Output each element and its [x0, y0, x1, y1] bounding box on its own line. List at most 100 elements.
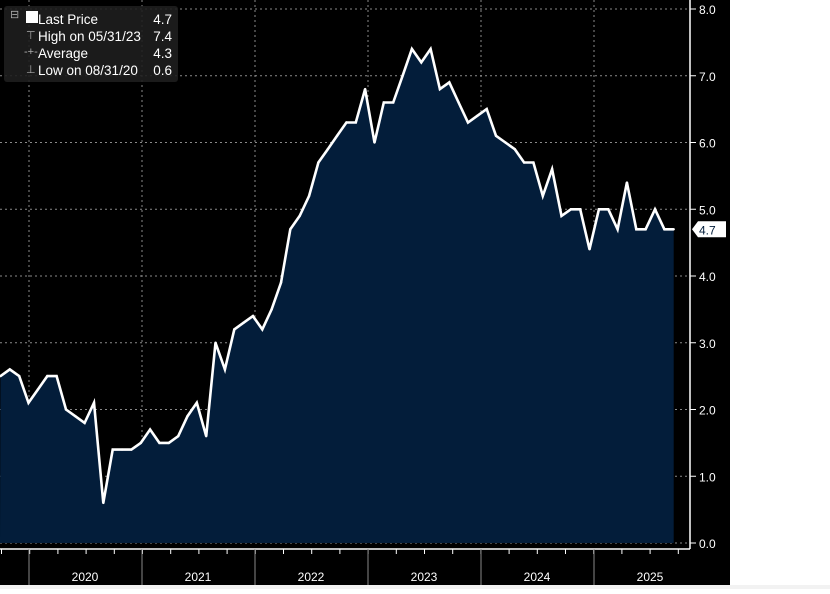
data-point	[607, 208, 610, 211]
x-tick-label: 2021	[185, 570, 212, 584]
last-value-tag: 4.7	[692, 221, 726, 238]
y-tick-label: 1.0	[699, 470, 716, 484]
y-tick-label: 8.0	[699, 3, 716, 17]
data-point	[214, 341, 217, 344]
data-point	[18, 374, 21, 378]
data-point	[354, 121, 357, 124]
data-point	[448, 81, 451, 84]
data-point	[205, 435, 208, 438]
data-point	[102, 501, 105, 505]
data-point	[494, 134, 498, 138]
data-point	[261, 328, 264, 331]
data-point	[504, 141, 507, 144]
data-point	[176, 435, 180, 438]
legend-value: 7.4	[153, 29, 172, 44]
data-point	[438, 87, 442, 91]
legend-label: High on 05/31/23	[38, 29, 141, 44]
data-point	[111, 448, 114, 451]
data-point	[326, 147, 329, 151]
data-point	[74, 414, 77, 418]
x-tick-label: 2022	[298, 570, 325, 584]
legend-value: 0.6	[153, 63, 172, 78]
chart-area: 0.0 1.0 2.0 3.0 4.0 5.0 6.0 7.0 8.0 2020 2021 2022…	[0, 0, 730, 589]
data-point	[522, 161, 526, 164]
legend-value: 4.3	[153, 46, 172, 61]
data-point	[46, 374, 49, 378]
data-point	[27, 401, 30, 405]
legend-value: 4.7	[153, 12, 172, 27]
data-point	[382, 101, 386, 104]
data-point	[466, 121, 470, 124]
data-point	[298, 214, 301, 218]
data-point	[476, 114, 479, 118]
data-point	[83, 421, 86, 425]
legend: ⊟ Last Price 4.7 ⊤ High on 05/31/23 7.4 …	[4, 6, 178, 82]
legend-last-price: Last Price 4.7	[38, 12, 176, 29]
average-marker-icon: -+-	[24, 46, 38, 58]
legend-average: Average 4.3	[38, 46, 176, 63]
x-tick-label: 2025	[637, 570, 664, 584]
y-tick-label: 3.0	[699, 337, 716, 351]
data-point	[429, 47, 432, 51]
data-point	[335, 134, 339, 138]
collapse-icon[interactable]: ⊟	[10, 9, 20, 21]
data-point	[401, 74, 404, 77]
data-point	[625, 181, 629, 184]
y-tick-label: 4.0	[699, 270, 716, 284]
data-point	[186, 414, 189, 418]
data-point	[373, 141, 376, 144]
data-point	[653, 208, 657, 211]
y-axis: 0.0 1.0 2.0 3.0 4.0 5.0 6.0 7.0 8.0	[689, 0, 716, 551]
data-point	[233, 328, 236, 331]
legend-label: Average	[38, 46, 89, 61]
data-point	[513, 147, 516, 151]
data-point	[569, 208, 573, 211]
data-point	[270, 308, 273, 311]
x-tick-label: 2024	[524, 570, 551, 584]
data-point	[392, 101, 395, 104]
last-value-label: 4.7	[699, 223, 716, 237]
data-point	[363, 87, 367, 91]
last-value-tag-bg	[692, 221, 726, 238]
data-point	[597, 208, 601, 211]
data-point	[560, 214, 563, 218]
data-point	[223, 368, 227, 371]
data-points	[0, 47, 675, 505]
data-point	[130, 448, 133, 451]
data-point	[8, 368, 12, 371]
data-point	[485, 107, 488, 111]
data-point	[672, 228, 675, 231]
x-tick-label: 2020	[72, 570, 99, 584]
y-tick-label: 5.0	[699, 203, 716, 217]
high-marker-icon: ⊤	[26, 30, 36, 42]
data-point	[64, 408, 68, 411]
line-chart: 0.0 1.0 2.0 3.0 4.0 5.0 6.0 7.0 8.0 2020 2021 2022…	[0, 0, 726, 585]
data-point	[579, 208, 582, 211]
legend-label: Last Price	[38, 12, 99, 27]
data-point	[242, 321, 245, 324]
x-axis: 2020 2021 2022 2023 2024 2025	[0, 548, 690, 585]
data-point	[92, 401, 96, 405]
data-point	[616, 228, 619, 231]
data-point	[532, 161, 535, 164]
data-point	[36, 388, 40, 391]
y-tick-label: 6.0	[699, 137, 716, 151]
data-point	[139, 441, 142, 445]
data-point	[55, 374, 58, 378]
data-point	[588, 248, 591, 251]
data-point	[167, 441, 170, 445]
data-point	[120, 448, 124, 451]
data-point	[251, 314, 255, 318]
y-tick-label: 0.0	[699, 537, 716, 551]
y-tick-label: 7.0	[699, 70, 716, 84]
y-tick-label: 2.0	[699, 404, 716, 418]
data-point	[289, 228, 292, 231]
data-point	[317, 161, 320, 164]
data-point	[635, 228, 638, 231]
data-point	[550, 168, 554, 171]
data-point	[307, 194, 311, 198]
low-marker-icon: ⊥	[26, 64, 36, 76]
data-point	[0, 374, 2, 378]
legend-high: High on 05/31/23 7.4	[38, 29, 176, 46]
legend-label: Low on 08/31/20	[38, 63, 138, 78]
